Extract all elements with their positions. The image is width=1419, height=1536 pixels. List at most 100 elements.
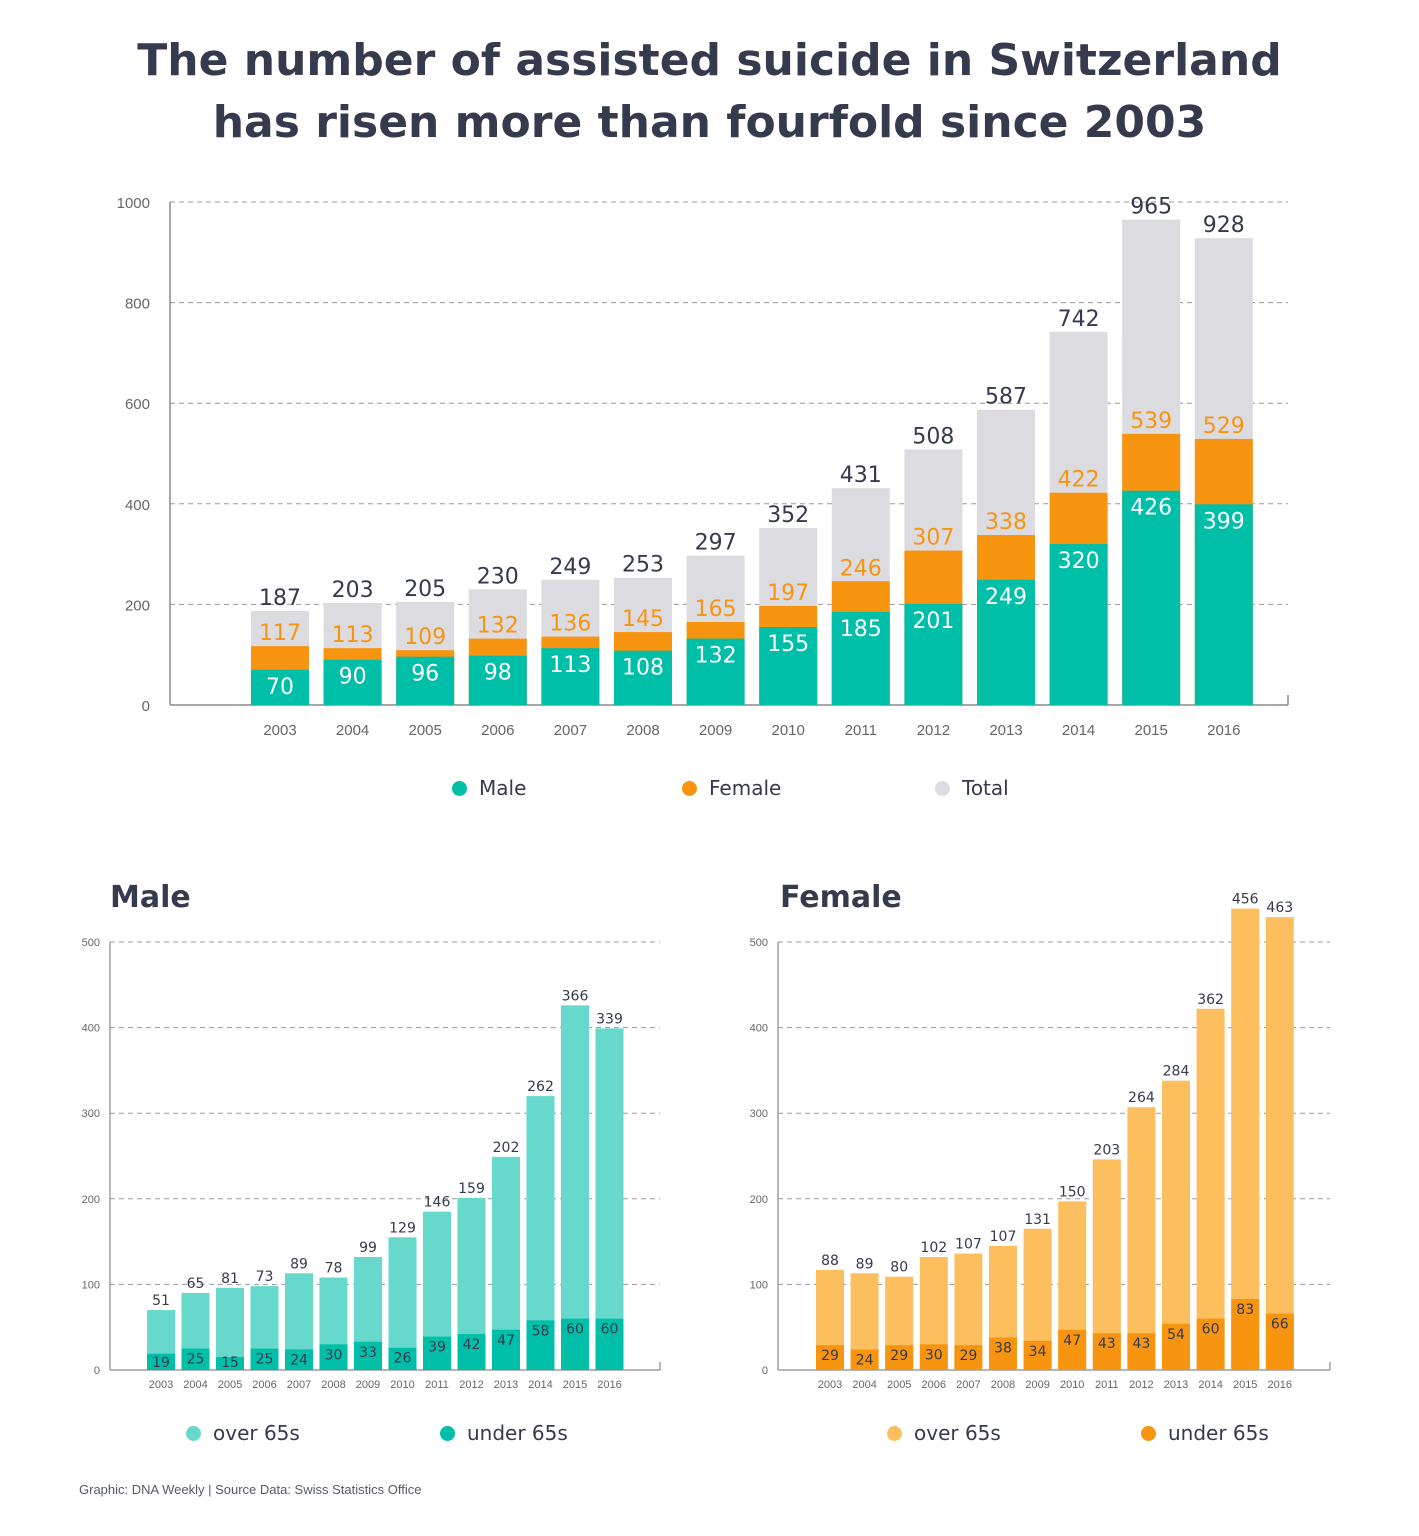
female-chart-title: Female bbox=[780, 880, 902, 915]
label-under65-2007: 24 bbox=[290, 1352, 308, 1368]
bar-male-2009 bbox=[686, 638, 745, 705]
bar-under65-2006 bbox=[919, 1344, 948, 1370]
y-tick-label-100: 100 bbox=[750, 1279, 768, 1291]
label-under65-2013: 54 bbox=[1167, 1327, 1185, 1343]
bar-male-2004 bbox=[323, 659, 382, 705]
label-over65-2007: 107 bbox=[955, 1237, 982, 1253]
label-under65-2010: 47 bbox=[1063, 1333, 1081, 1349]
label-male-2014: 320 bbox=[1058, 549, 1100, 574]
bar-under65-2007 bbox=[954, 1345, 983, 1370]
label-under65-2015: 60 bbox=[566, 1322, 584, 1338]
label-total-2007: 249 bbox=[549, 555, 591, 580]
bar-over65-2015 bbox=[1231, 908, 1260, 1370]
label-female-2016: 529 bbox=[1203, 414, 1245, 439]
label-under65-2013: 47 bbox=[497, 1333, 515, 1349]
label-under65-2003: 19 bbox=[152, 1355, 170, 1371]
x-tick-label-2011: 2011 bbox=[1095, 1379, 1119, 1391]
bar-under65-2013 bbox=[492, 1329, 520, 1370]
legend-label-male: Male bbox=[479, 776, 527, 800]
x-tick-label-2004: 2004 bbox=[852, 1379, 876, 1391]
label-over65-2005: 81 bbox=[221, 1271, 239, 1287]
male-chart-title: Male bbox=[110, 880, 191, 915]
label-over65-2012: 264 bbox=[1128, 1090, 1155, 1106]
legend-item-male-over65: over 65s bbox=[186, 1421, 300, 1445]
label-over65-2008: 78 bbox=[325, 1261, 343, 1277]
bar-under65-2004 bbox=[850, 1349, 879, 1370]
y-tick-label-400: 400 bbox=[125, 497, 150, 514]
x-tick-label-2016: 2016 bbox=[1207, 722, 1240, 739]
bar-male-2003 bbox=[251, 669, 309, 705]
bar-under65-2010 bbox=[388, 1347, 417, 1370]
bar-male-2007 bbox=[541, 648, 600, 705]
label-female-2009: 165 bbox=[695, 597, 737, 622]
legend-dot-male-under65 bbox=[440, 1425, 455, 1441]
label-over65-2011: 203 bbox=[1093, 1142, 1120, 1158]
label-over65-2010: 150 bbox=[1059, 1184, 1086, 1200]
label-total-2016: 928 bbox=[1203, 213, 1245, 238]
bar-under65-2008 bbox=[319, 1344, 348, 1370]
label-over65-2006: 102 bbox=[920, 1240, 947, 1256]
bar-under65-2007 bbox=[285, 1349, 313, 1370]
legend-dot-total bbox=[935, 780, 950, 796]
x-tick-label-2006: 2006 bbox=[252, 1379, 276, 1391]
legend-item-total: Total bbox=[935, 776, 1009, 800]
label-over65-2004: 89 bbox=[856, 1256, 874, 1272]
label-under65-2008: 38 bbox=[994, 1340, 1012, 1356]
label-under65-2016: 66 bbox=[1271, 1317, 1289, 1333]
label-under65-2014: 58 bbox=[532, 1323, 550, 1339]
label-male-2005: 96 bbox=[411, 662, 439, 687]
female-chart: 0 100 200 300 400 500 88 29 2003 89 24 2004 80 29 2005… bbox=[750, 892, 1331, 1391]
x-tick-label-2005: 2005 bbox=[409, 722, 442, 739]
x-tick-label-2013: 2013 bbox=[1164, 1379, 1188, 1391]
label-over65-2014: 262 bbox=[527, 1079, 554, 1095]
legend-item-female: Female bbox=[682, 776, 781, 800]
legend-label-male-under65: under 65s bbox=[467, 1421, 568, 1445]
label-under65-2011: 43 bbox=[1098, 1336, 1116, 1352]
label-total-2003: 187 bbox=[259, 586, 301, 611]
label-under65-2009: 34 bbox=[1029, 1344, 1047, 1360]
label-over65-2003: 51 bbox=[152, 1293, 170, 1309]
x-tick-label-2014: 2014 bbox=[1198, 1379, 1222, 1391]
y-tick-label-400: 400 bbox=[750, 1023, 768, 1035]
x-tick-label-2004: 2004 bbox=[183, 1379, 207, 1391]
label-female-2004: 113 bbox=[332, 623, 374, 648]
label-under65-2016: 60 bbox=[601, 1322, 619, 1338]
label-female-2008: 145 bbox=[622, 607, 664, 632]
label-over65-2015: 456 bbox=[1232, 892, 1259, 908]
label-total-2004: 203 bbox=[332, 578, 374, 603]
bar-under65-2015 bbox=[1231, 1298, 1260, 1370]
x-tick-label-2008: 2008 bbox=[991, 1379, 1015, 1391]
label-over65-2010: 129 bbox=[389, 1220, 416, 1236]
label-under65-2006: 25 bbox=[256, 1352, 274, 1368]
label-male-2011: 185 bbox=[840, 617, 882, 642]
x-tick-label-2013: 2013 bbox=[989, 722, 1022, 739]
label-male-2016: 399 bbox=[1203, 509, 1245, 534]
label-under65-2010: 26 bbox=[394, 1351, 412, 1367]
x-tick-label-2003: 2003 bbox=[149, 1379, 173, 1391]
label-under65-2009: 33 bbox=[359, 1345, 377, 1361]
label-female-2005: 109 bbox=[404, 625, 446, 650]
label-over65-2009: 99 bbox=[359, 1240, 377, 1256]
bar-under65-2009 bbox=[354, 1341, 382, 1370]
label-female-2006: 132 bbox=[477, 614, 519, 639]
label-male-2009: 132 bbox=[695, 644, 737, 669]
label-total-2013: 587 bbox=[985, 385, 1027, 410]
bar-male-2014 bbox=[1049, 544, 1108, 705]
bar-male-2005 bbox=[396, 656, 455, 705]
label-under65-2004: 24 bbox=[856, 1352, 874, 1368]
y-tick-label-400: 400 bbox=[82, 1023, 100, 1035]
x-tick-label-2011: 2011 bbox=[425, 1379, 449, 1391]
y-tick-label-600: 600 bbox=[125, 396, 150, 413]
x-tick-label-2007: 2007 bbox=[956, 1379, 980, 1391]
label-under65-2011: 39 bbox=[428, 1340, 446, 1356]
x-tick-label-2012: 2012 bbox=[459, 1379, 483, 1391]
x-tick-label-2009: 2009 bbox=[699, 722, 732, 739]
bar-male-2013 bbox=[977, 579, 1035, 705]
label-over65-2009: 131 bbox=[1024, 1212, 1051, 1228]
label-under65-2012: 42 bbox=[463, 1337, 481, 1353]
x-tick-label-2003: 2003 bbox=[263, 722, 296, 739]
label-total-2012: 508 bbox=[912, 424, 954, 449]
label-male-2008: 108 bbox=[622, 656, 664, 681]
label-female-2010: 197 bbox=[767, 581, 809, 606]
label-under65-2008: 30 bbox=[325, 1347, 343, 1363]
